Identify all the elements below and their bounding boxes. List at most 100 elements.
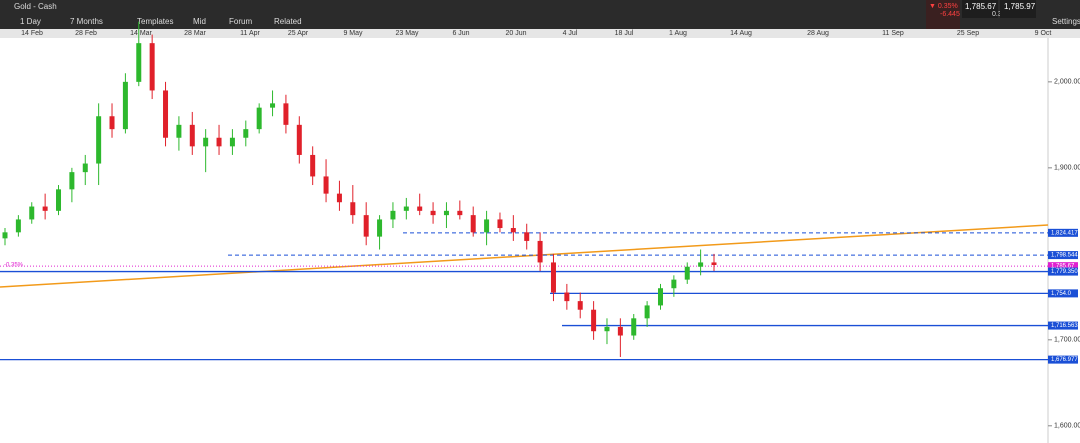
candle-body [15,219,21,233]
price-label: 1,824.417 [1051,230,1078,236]
candle-body [457,210,463,216]
change-label: -0.35% [4,263,24,269]
candle-body [591,309,597,332]
price-label-bg [1048,355,1078,364]
candle-body [671,279,677,289]
candle-body [524,232,530,241]
candle-body [604,326,610,332]
x-tick-label: 9 May [343,30,363,37]
candle-body [310,154,316,177]
candle-body [684,266,690,280]
candle-body [698,262,704,267]
candle-body [109,116,115,130]
candle-body [336,193,342,203]
interval[interactable]: 1 Day [20,17,41,26]
candle-body [296,124,302,155]
sell-box[interactable] [962,0,998,18]
x-tick-label: 28 Feb [75,30,97,37]
range[interactable]: 7 Months [70,17,103,26]
candle-body [136,43,142,82]
candle-body [470,215,476,233]
price-label-bg [1048,267,1078,276]
toolbar-button[interactable]: Mid [193,17,206,26]
x-tick-label: 25 Apr [288,30,309,37]
x-tick-label: 23 May [396,30,419,37]
x-tick-label: 6 Jun [452,30,469,37]
price-label: 1,754.0 [1051,291,1072,297]
x-tick-label: 11 Apr [240,30,260,37]
spread: 0.30 [992,11,1006,18]
candle-body [657,288,663,306]
change: -6.445 [940,11,960,18]
candle-body [510,228,516,233]
toolbar-button[interactable]: Related [274,17,302,26]
candle-body [283,103,289,125]
toolbar-button[interactable]: Forum [229,17,252,26]
candle-body [711,262,717,266]
price-label: 1,779.350 [1051,269,1078,275]
price-label-bg [1048,228,1078,237]
price-label-bg [1048,251,1078,260]
trend-line [0,224,1049,288]
x-tick-label: 14 Aug [730,30,752,37]
candle-body [203,137,209,147]
toolbar-button[interactable]: Templates [137,17,173,26]
price-label: 1,676.977 [1051,357,1078,363]
date-strip [0,29,1080,38]
candle-body [122,81,128,130]
price-label-bg [1048,262,1078,271]
candle-body [617,326,623,336]
candle-body [497,219,503,229]
candle-body [323,176,329,194]
candle-body [82,163,88,173]
candle-body [564,292,570,302]
instrument[interactable]: Gold - Cash [14,2,57,11]
candle-body [149,43,155,91]
candle-body [577,301,583,310]
toolbar-bg [0,0,1080,29]
candle-body [2,232,8,239]
y-tick-label: 1,900.000 [1054,165,1080,172]
x-tick-label: 20 Jun [505,30,526,37]
buy-price[interactable]: 1,785.97 [1004,2,1036,11]
candle-body [270,103,276,108]
candle-body [29,206,35,220]
candle-body [377,219,383,237]
change-box [926,0,960,29]
candle-body [56,189,62,211]
candle-body [403,206,409,211]
candle-body [550,262,556,293]
candle-body [363,215,369,237]
candle-body [42,206,48,211]
x-tick-label: 14 Mar [130,30,152,37]
x-tick-label: 25 Sep [957,30,979,37]
buy-box[interactable] [1000,0,1036,18]
x-tick-label: 4 Jul [563,30,578,37]
candle-body [69,172,75,190]
price-label-bg [1048,289,1078,298]
candle-body [176,124,182,138]
candle-body [417,206,423,211]
sell-price[interactable]: 1,785.67 [965,2,997,11]
x-tick-label: 28 Aug [807,30,829,37]
price-label: 1,785.67 [1051,264,1075,270]
y-tick-label: 1,600.000 [1054,423,1080,430]
price-label: 1,798.544 [1051,253,1078,259]
change-pct: ▼ 0.35% [929,3,958,10]
candle-body [484,219,490,233]
candle-body [243,129,249,138]
candle-body [189,124,195,147]
price-label: 1,716.563 [1051,323,1078,329]
candle-body [430,210,436,216]
candle-body [96,116,102,164]
candle-body [631,318,637,336]
settings[interactable]: Settings [1052,17,1080,26]
candle-body [163,90,169,138]
y-tick-label: 2,000.000 [1054,79,1080,86]
candle-body [390,210,396,220]
price-label-bg [1048,321,1078,330]
candle-body [256,107,262,130]
x-tick-label: 18 Jul [615,30,634,37]
